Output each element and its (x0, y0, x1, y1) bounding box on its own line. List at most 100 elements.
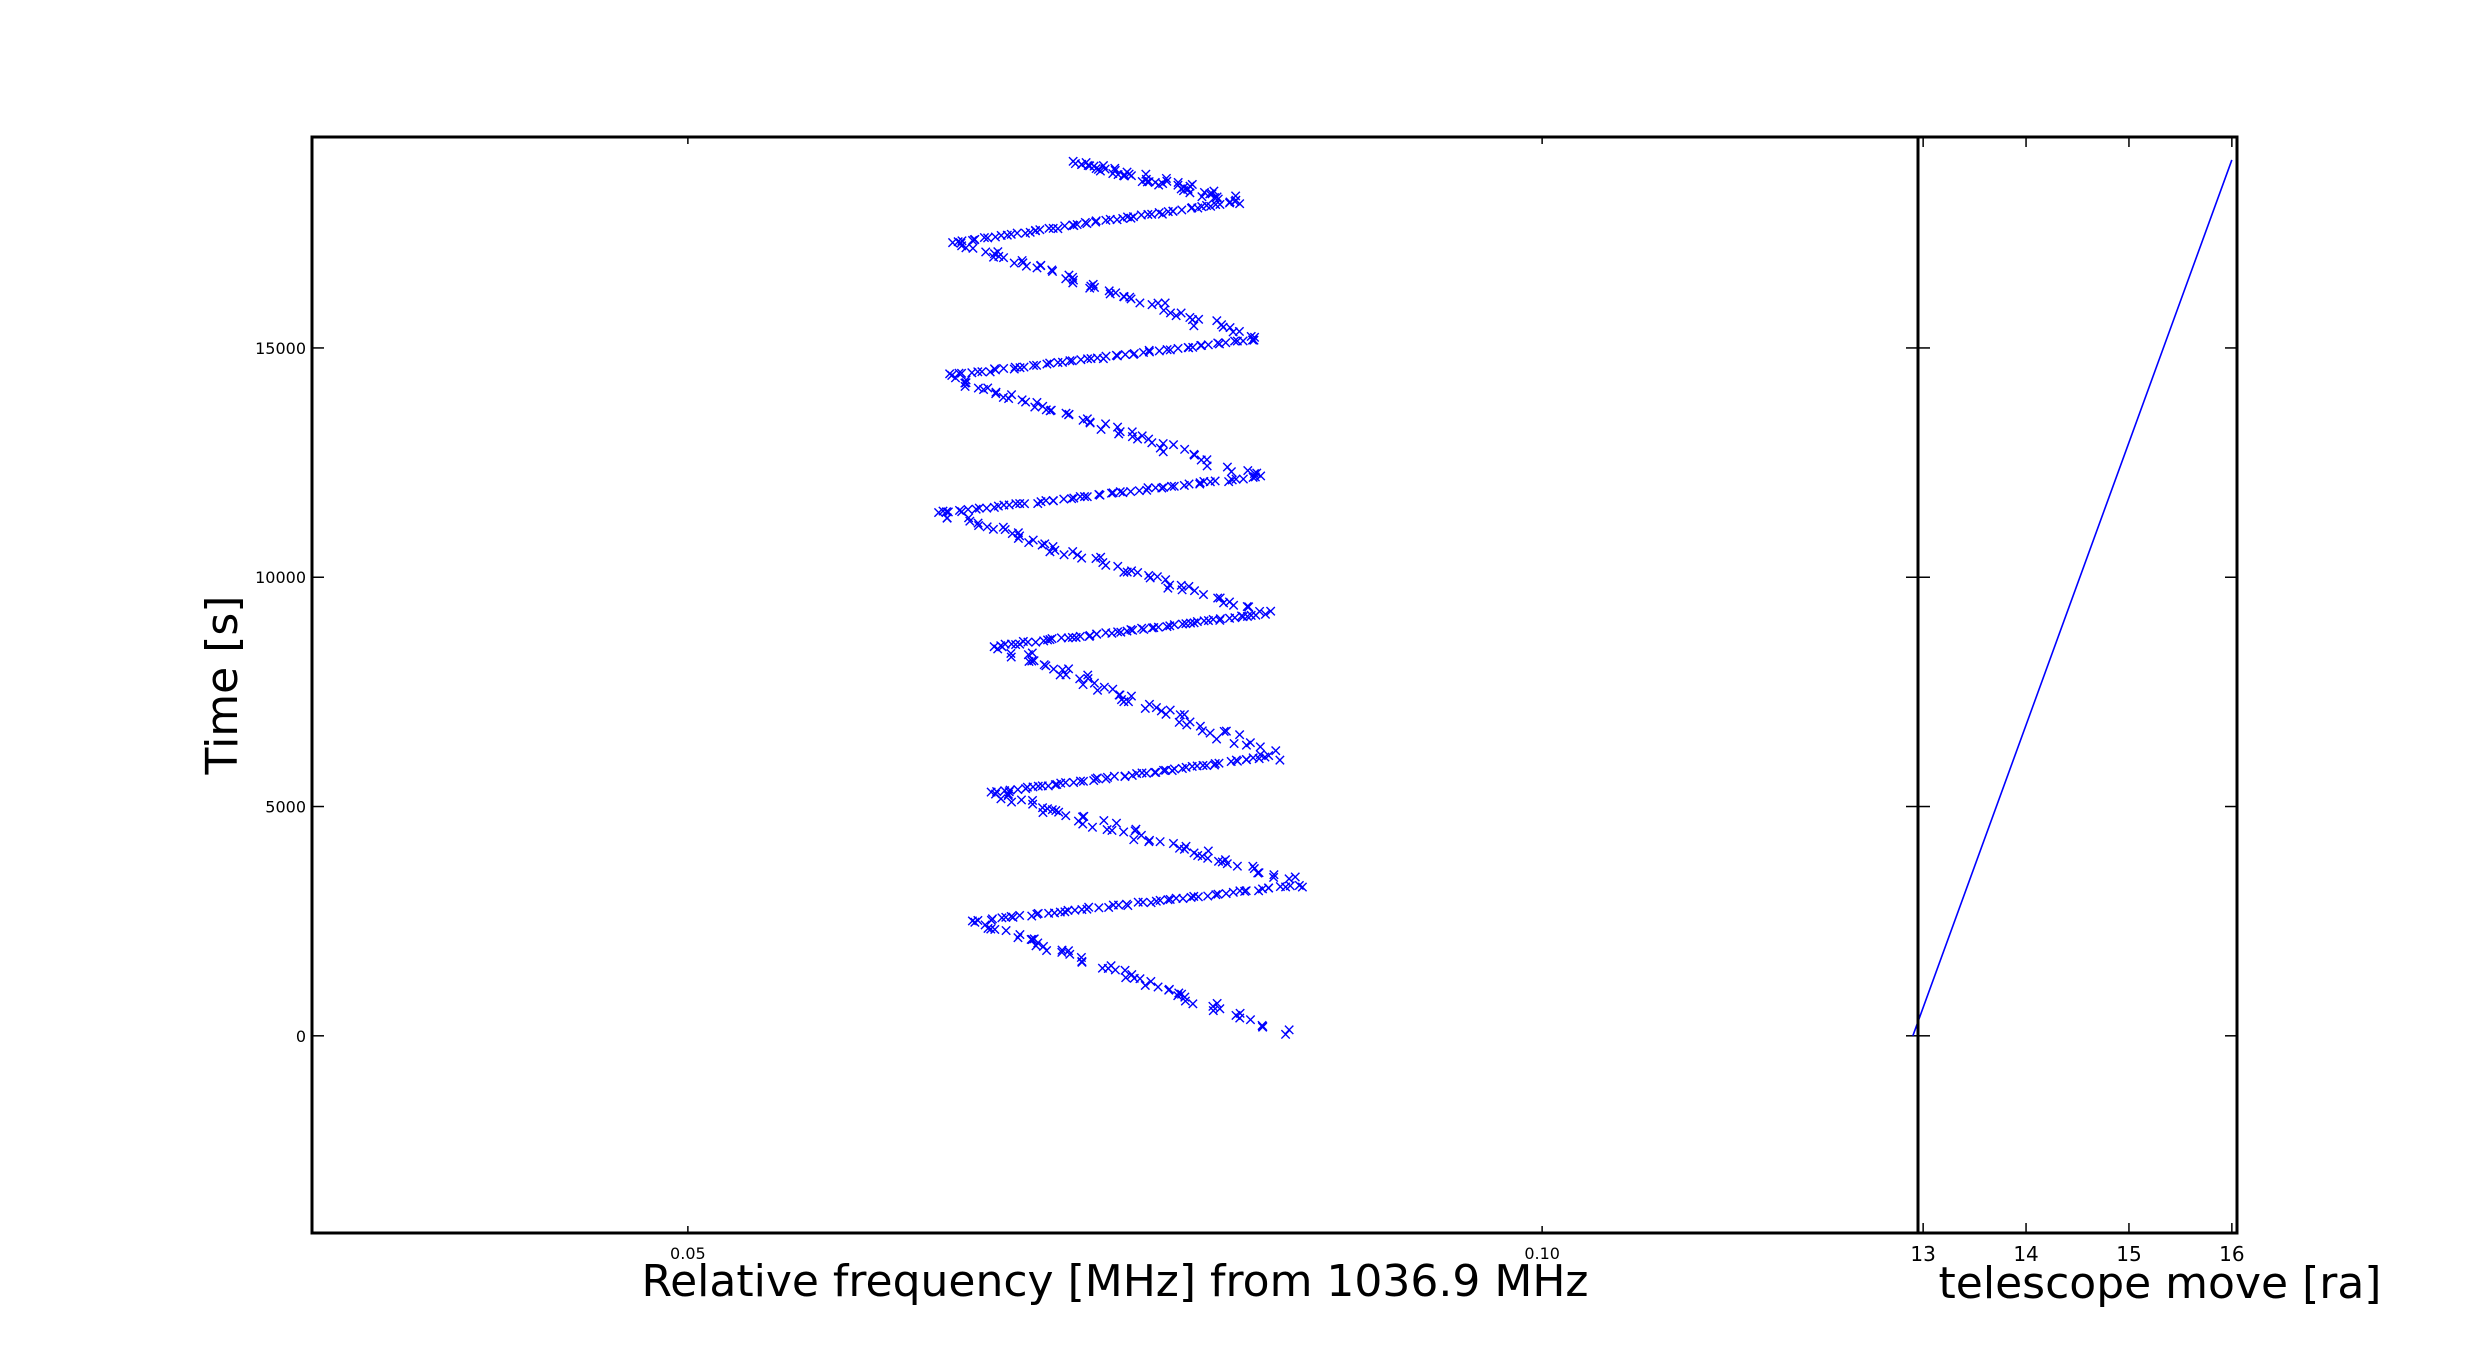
scatter-point (981, 247, 991, 257)
scatter-point (1140, 980, 1150, 991)
scatter-point (1201, 760, 1212, 771)
scatter-point (1010, 639, 1021, 650)
scatter-point (1222, 462, 1233, 472)
scatter-point (1095, 552, 1106, 562)
scatter-point (990, 232, 1001, 242)
scatter-point (998, 363, 1009, 374)
scatter-point (1161, 173, 1172, 184)
scatter-point (1082, 354, 1093, 364)
scatter-point (1104, 286, 1114, 296)
scatter-point (1013, 784, 1023, 795)
scatter-point (1087, 822, 1098, 832)
scatter-point (1197, 192, 1207, 202)
scatter-point (943, 507, 954, 517)
scatter-point (1041, 495, 1051, 506)
scatter-point (1113, 900, 1124, 910)
telescope-line (1912, 159, 2233, 1037)
scatter-point (1126, 213, 1136, 223)
scatter-point (1028, 360, 1039, 371)
scatter-point (985, 367, 995, 377)
scatter-point (1195, 721, 1206, 731)
scatter-point (1110, 165, 1120, 176)
scatter-point (1185, 717, 1195, 727)
scatter-point (1275, 755, 1285, 765)
scatter-point (1033, 781, 1043, 791)
scatter-point (1245, 737, 1256, 748)
scatter-point (1252, 468, 1262, 478)
scatter-point (1242, 601, 1252, 612)
scatter-point (1088, 279, 1098, 290)
scatter-point (1110, 163, 1120, 173)
scatter-point (1007, 528, 1018, 539)
scatter-point (1096, 424, 1106, 435)
scatter-point (1146, 897, 1156, 908)
scatter-point (1153, 298, 1163, 308)
scatter-point (1169, 764, 1180, 774)
scatter-point (1107, 628, 1117, 638)
x-tick-label: 0.05 (670, 1244, 706, 1263)
scatter-point (1243, 465, 1253, 476)
scatter-point (957, 236, 967, 246)
scatter-point (1075, 491, 1085, 502)
scatter-point (991, 387, 1001, 397)
scatter-point (1221, 337, 1231, 348)
scatter-point (1215, 614, 1226, 624)
scatter-point (973, 367, 983, 377)
scatter-axes-frame (310, 135, 1920, 1235)
scatter-point (1089, 678, 1100, 688)
scatter-point (1157, 483, 1167, 493)
scatter-point (1133, 897, 1143, 907)
scatter-point (1122, 167, 1132, 177)
scatter-point (1255, 471, 1266, 481)
scatter-point (1060, 777, 1071, 788)
scatter-point (1078, 679, 1088, 690)
scatter-point (986, 924, 996, 934)
scatter-point (1153, 982, 1163, 992)
scatter-point (1066, 494, 1077, 504)
scatter-point (1174, 843, 1185, 853)
scatter-point (1078, 776, 1089, 787)
scatter-point (1075, 631, 1086, 642)
scatter-point (1224, 597, 1235, 607)
telescope-axes-frame (1916, 135, 2239, 1235)
scatter-point (1047, 633, 1057, 644)
scatter-point (1044, 358, 1055, 368)
scatter-point (1127, 625, 1138, 635)
scatter-point (1105, 289, 1115, 299)
scatter-point (1059, 494, 1069, 504)
scatter-point (1106, 488, 1117, 498)
scatter-point (1144, 837, 1154, 847)
scatter-point (1077, 812, 1088, 822)
x-tick-label: 0.10 (1524, 1244, 1560, 1263)
scatter-point (1103, 902, 1114, 913)
scatter-point (1144, 699, 1155, 710)
scatter-point (1084, 161, 1095, 171)
scatter-point (1184, 479, 1194, 489)
scatter-point (1162, 621, 1172, 632)
scatter-point (1044, 223, 1054, 234)
scatter-point (1118, 291, 1129, 302)
scatter-point (1005, 785, 1015, 795)
scatter-point (1232, 756, 1243, 766)
scatter-point (1017, 395, 1027, 405)
scatter-point (1045, 634, 1055, 645)
scatter-point (1165, 705, 1175, 715)
scatter-point (1121, 972, 1131, 983)
scatter-point (1284, 1025, 1294, 1035)
scatter-point (1060, 907, 1070, 917)
scatter-point (1198, 760, 1208, 771)
scatter-point (1164, 580, 1175, 590)
scatter-point (1199, 187, 1210, 198)
scatter-point (1188, 342, 1198, 352)
scatter-point (1012, 228, 1022, 238)
scatter-point (1188, 999, 1198, 1009)
scatter-point (971, 504, 981, 514)
scatter-point (1249, 332, 1260, 342)
scatter-point (1205, 201, 1216, 212)
scatter-point (1050, 780, 1061, 790)
scatter-point (1143, 209, 1153, 220)
scatter-point (1111, 818, 1122, 828)
scatter-point (1189, 848, 1199, 858)
scatter-point (1158, 482, 1169, 492)
scatter-point (1001, 925, 1011, 936)
